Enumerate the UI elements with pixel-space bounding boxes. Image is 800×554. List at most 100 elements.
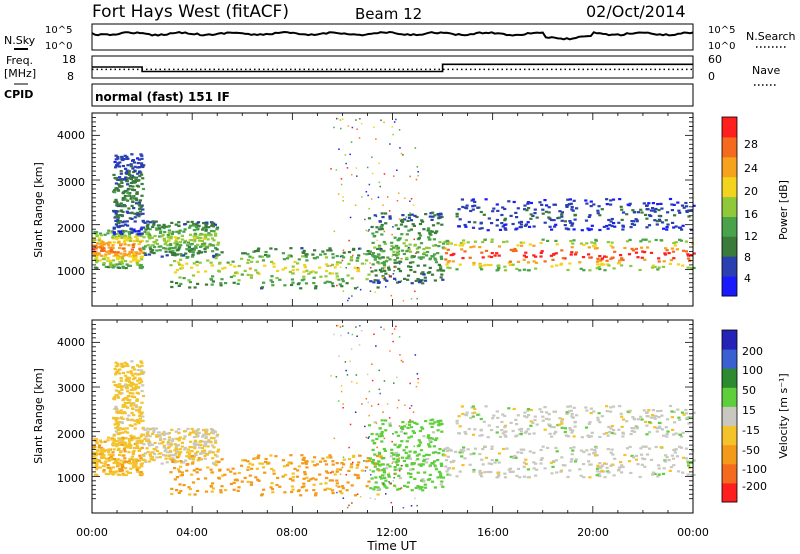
- power-mark: [596, 212, 600, 215]
- power-mark: [213, 223, 217, 226]
- velocity-mark: [575, 414, 579, 417]
- velocity-mark: [182, 484, 186, 487]
- velocity-mark: [345, 489, 349, 492]
- power-mark: [166, 236, 170, 239]
- power-mark: [94, 233, 98, 236]
- power-mark: [665, 249, 669, 252]
- power-colorbar-swatch: [722, 117, 737, 138]
- velocity-mark: [443, 447, 447, 450]
- power-mark: [140, 194, 144, 197]
- power-mark: [133, 220, 137, 223]
- velocity-mark: [138, 447, 143, 450]
- velocity-mark: [326, 456, 330, 459]
- velocity-mark: [355, 466, 359, 469]
- velocity-mark: [116, 423, 121, 426]
- power-mark: [124, 230, 128, 233]
- velocity-mark: [396, 434, 400, 437]
- power-mark: [582, 243, 586, 247]
- velocity-mark: [386, 463, 390, 466]
- velocity-mark: [116, 369, 120, 372]
- power-mark: [519, 223, 523, 226]
- velocity-mark: [670, 410, 674, 413]
- velocity-mark: [433, 451, 438, 454]
- power-mark: [342, 200, 344, 202]
- velocity-mark: [381, 463, 385, 466]
- velocity-mark: [107, 459, 111, 462]
- power-mark: [161, 233, 165, 236]
- power-mark: [302, 251, 306, 254]
- xtick-1200: 12:00: [376, 526, 408, 539]
- power-mark: [496, 209, 500, 212]
- velocity-mark: [466, 448, 470, 451]
- power-mark: [109, 261, 113, 265]
- power-mark: [445, 239, 449, 242]
- power-mark: [379, 185, 381, 188]
- velocity-mark: [603, 462, 607, 465]
- velocity-mark: [196, 477, 200, 481]
- power-mark: [478, 246, 482, 249]
- power-mark: [588, 214, 592, 217]
- power-mark: [522, 241, 526, 244]
- power-mark: [151, 225, 155, 228]
- power-mark: [664, 247, 668, 250]
- velocity-mark: [116, 410, 120, 413]
- power-mark: [123, 154, 127, 157]
- power-mark: [379, 270, 383, 273]
- velocity-mark: [422, 460, 426, 463]
- power-mark: [92, 237, 96, 240]
- velocity-mark: [395, 325, 397, 328]
- nave-tick-high: 60: [708, 53, 722, 66]
- velocity-mark: [193, 493, 197, 496]
- power-mark: [212, 244, 216, 247]
- velocity-mark: [555, 471, 559, 474]
- power-mark: [176, 236, 181, 240]
- power-mark: [398, 270, 402, 273]
- velocity-mark: [162, 434, 166, 437]
- power-mark: [215, 228, 219, 231]
- velocity-mark: [128, 399, 132, 402]
- power-mark: [501, 206, 505, 209]
- velocity-mark: [142, 455, 146, 458]
- power-mark: [93, 245, 97, 248]
- power-colorbar-swatch: [722, 276, 737, 297]
- velocity-mark: [400, 359, 403, 362]
- power-mark: [685, 205, 689, 208]
- velocity-mark: [335, 470, 339, 473]
- power-mark: [164, 247, 168, 250]
- velocity-mark: [140, 380, 144, 383]
- velocity-mark: [365, 466, 369, 469]
- velocity-mark: [492, 414, 496, 417]
- power-mark: [427, 227, 431, 230]
- power-mark: [554, 223, 558, 226]
- velocity-mark: [283, 491, 287, 494]
- power-mark: [527, 207, 531, 210]
- velocity-mark: [131, 374, 135, 377]
- power-mark: [437, 263, 441, 266]
- velocity-mark: [148, 435, 152, 438]
- velocity-mark: [396, 459, 400, 462]
- power-mark: [335, 275, 339, 278]
- power-mark: [359, 288, 362, 291]
- velocity-mark: [678, 433, 683, 436]
- power-mark: [570, 246, 574, 249]
- power-mark: [463, 206, 468, 209]
- velocity-mark: [480, 458, 484, 461]
- velocity-mark: [305, 466, 309, 469]
- velocity-mark: [106, 473, 110, 476]
- power-mark: [188, 224, 193, 227]
- power-mark: [107, 250, 111, 253]
- power-mark: [415, 215, 419, 219]
- velocity-mark: [464, 432, 468, 435]
- velocity-mark: [535, 423, 539, 426]
- velocity-mark: [437, 452, 441, 455]
- velocity-mark: [641, 457, 645, 460]
- velocity-mark: [592, 452, 596, 455]
- cpid-panel-frame: [91, 83, 694, 107]
- power-mark: [410, 282, 414, 285]
- velocity-mark: [649, 458, 654, 461]
- power-mark: [150, 236, 154, 239]
- velocity-mark: [204, 440, 208, 443]
- velocity-mark: [263, 471, 267, 474]
- power-mark: [647, 202, 651, 205]
- power-mark: [140, 162, 144, 165]
